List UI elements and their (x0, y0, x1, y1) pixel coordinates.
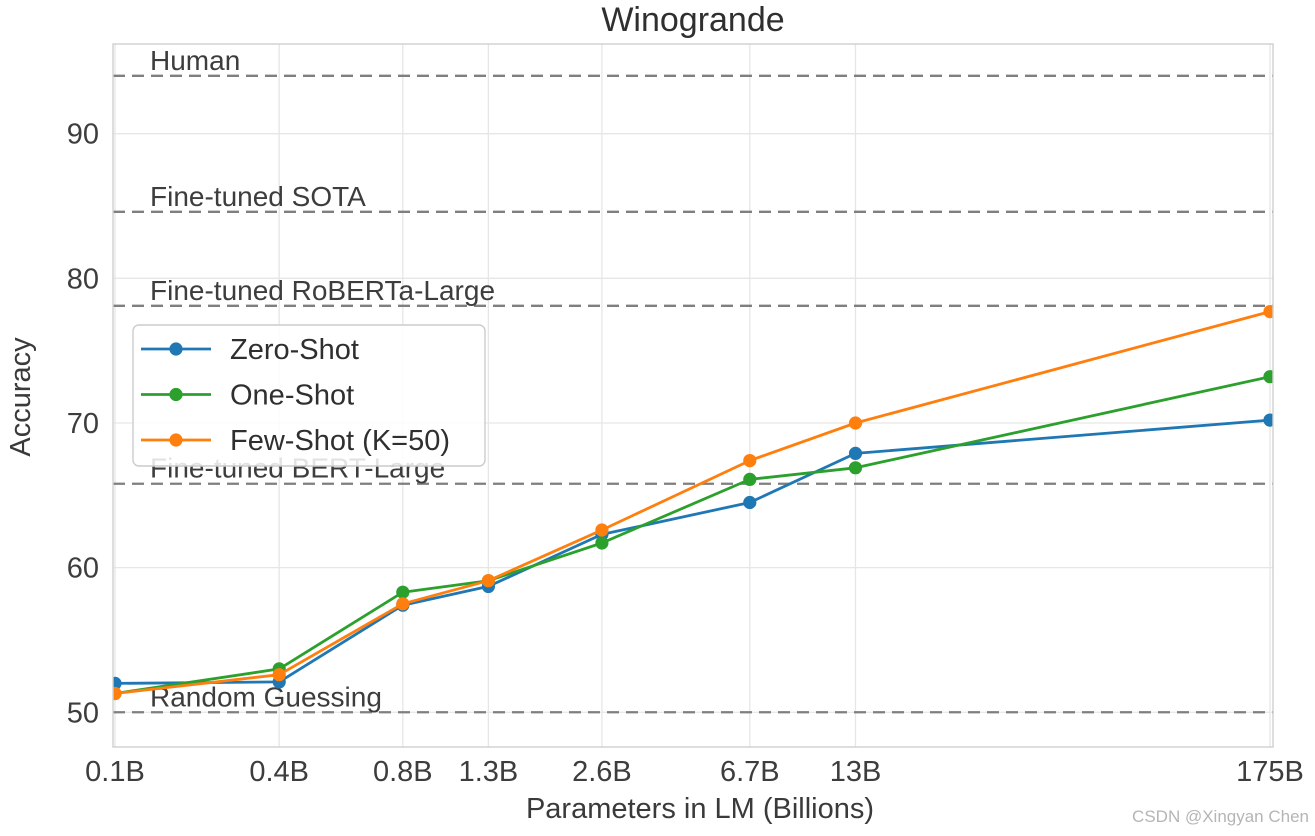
watermark: CSDN @Xingyan Chen (1132, 807, 1309, 826)
data-point-few-shot-k-50-2-6b (595, 523, 609, 537)
chart-title: Winogrande (601, 1, 784, 39)
data-point-one-shot-175b (1263, 370, 1273, 384)
legend-swatch-marker-few-shot-k-50 (169, 433, 183, 447)
y-tick-label-80: 80 (67, 263, 99, 295)
data-point-few-shot-k-50-0-8b (396, 597, 410, 611)
reference-label-fine-tuned-roberta-large: Fine-tuned RoBERTa-Large (150, 275, 495, 306)
data-point-few-shot-k-50-0-4b (272, 668, 286, 682)
x-tick-label-0-1b: 0.1B (85, 756, 145, 788)
x-tick-label-0-8b: 0.8B (373, 756, 433, 788)
axis-tick-labels: 50 60 70 80 90 0.1B 0.4B 0.8B 1.3B 2.6B 6.7B 13B 175… (67, 119, 1304, 788)
x-tick-label-6-7b: 6.7B (720, 756, 780, 788)
data-point-one-shot-6-7b (743, 472, 757, 486)
reference-label-fine-tuned-sota: Fine-tuned SOTA (150, 181, 366, 212)
legend-label-few-shot-k-50: Few-Shot (K=50) (230, 425, 450, 457)
plot-border-box (112, 43, 1274, 748)
data-point-zero-shot-0-1b (113, 676, 122, 690)
legend: Zero-Shot One-Shot Few-Shot (K=50) (132, 324, 486, 467)
x-tick-label-175b: 175B (1236, 756, 1304, 788)
data-point-one-shot-0-8b (396, 585, 410, 599)
y-tick-label-50: 50 (67, 697, 99, 729)
y-axis-title: Accuracy (5, 337, 37, 457)
data-point-zero-shot-175b (1263, 413, 1273, 427)
y-tick-label-70: 70 (67, 408, 99, 440)
data-point-few-shot-k-50-1-3b (481, 574, 495, 588)
data-point-few-shot-k-50-13b (848, 416, 863, 430)
x-tick-label-2-6b: 2.6B (572, 756, 632, 788)
data-point-one-shot-13b (848, 461, 863, 475)
data-series (113, 305, 1273, 701)
y-tick-label-90: 90 (67, 119, 99, 151)
x-tick-label-1-3b: 1.3B (459, 756, 519, 788)
legend-box (132, 324, 486, 467)
legend-swatch-marker-zero-shot (169, 342, 183, 356)
series-line-one-shot (114, 375, 1271, 695)
data-point-few-shot-k-50-0-1b (113, 686, 122, 701)
data-point-one-shot-2-6b (595, 536, 609, 550)
data-point-few-shot-k-50-6-7b (743, 454, 757, 468)
reference-label-human: Human (150, 45, 240, 76)
legend-swatch-marker-one-shot (169, 387, 183, 402)
data-point-zero-shot-6-7b (743, 495, 757, 510)
legend-label-zero-shot: Zero-Shot (230, 334, 359, 366)
series-line-few-shot-k-50 (114, 310, 1271, 695)
plot-border (112, 43, 1274, 748)
data-point-zero-shot-13b (848, 446, 863, 460)
reference-lines: Human Fine-tuned SOTA Fine-tuned RoBERTa-L… (113, 45, 1273, 714)
x-tick-label-13b: 13B (830, 756, 882, 788)
legend-label-one-shot: One-Shot (230, 380, 354, 412)
data-point-few-shot-k-50-175b (1263, 305, 1273, 319)
x-axis-title: Parameters in LM (Billions) (526, 793, 874, 825)
y-tick-label-60: 60 (67, 553, 99, 585)
x-tick-label-0-4b: 0.4B (249, 756, 309, 788)
